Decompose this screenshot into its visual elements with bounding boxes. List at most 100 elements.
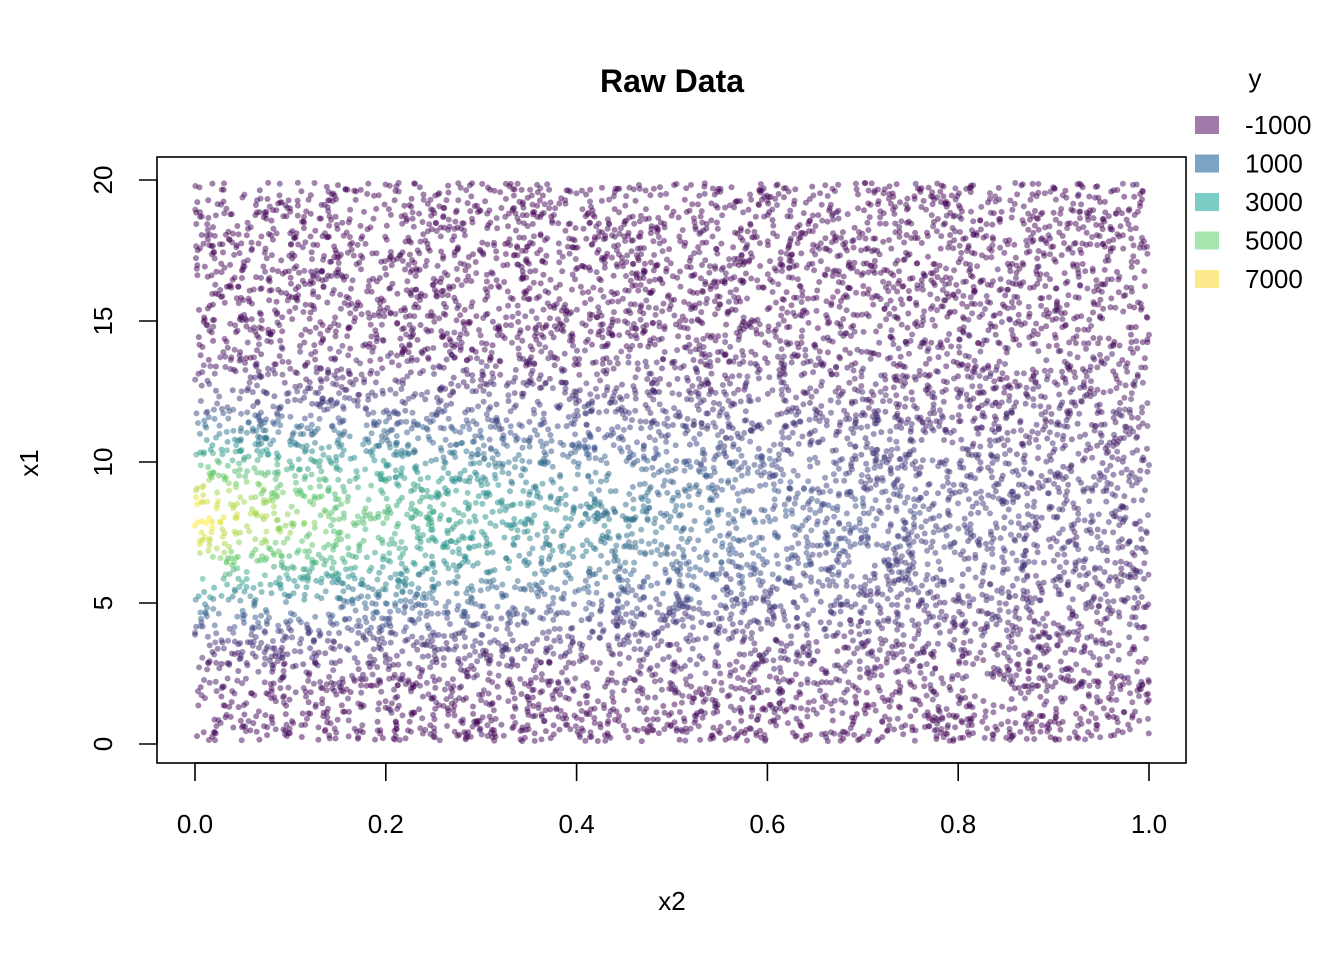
- data-point: [651, 630, 658, 637]
- data-point: [294, 583, 300, 590]
- data-point: [683, 681, 690, 688]
- data-point: [192, 376, 199, 383]
- data-point: [555, 713, 562, 720]
- data-point: [980, 234, 987, 241]
- data-point: [1083, 229, 1090, 236]
- data-point: [403, 215, 410, 222]
- data-point: [365, 411, 372, 418]
- data-point: [513, 402, 519, 409]
- data-point: [871, 562, 878, 569]
- data-point: [263, 499, 270, 506]
- data-point: [870, 235, 877, 242]
- data-point: [969, 310, 976, 317]
- data-point: [365, 283, 372, 290]
- data-point: [766, 673, 773, 680]
- data-point: [579, 553, 586, 560]
- data-point: [980, 698, 987, 704]
- data-point: [526, 443, 533, 450]
- data-point: [1114, 719, 1121, 726]
- data-point: [1135, 299, 1142, 306]
- data-point: [515, 310, 522, 317]
- data-point: [1033, 320, 1040, 327]
- data-point: [1074, 420, 1081, 427]
- data-point: [1020, 370, 1027, 377]
- data-point: [197, 352, 204, 359]
- data-point: [223, 447, 230, 454]
- data-point: [730, 244, 737, 251]
- data-point: [994, 266, 1001, 273]
- data-point: [283, 634, 290, 641]
- data-point: [489, 549, 496, 556]
- data-point: [818, 403, 825, 409]
- data-point: [943, 265, 949, 272]
- data-point: [652, 311, 659, 318]
- data-point: [938, 675, 945, 682]
- data-point: [642, 206, 649, 213]
- data-point: [740, 209, 747, 216]
- data-point: [1008, 696, 1015, 703]
- data-point: [568, 625, 574, 632]
- data-point: [1120, 245, 1127, 252]
- data-point: [210, 406, 217, 413]
- data-point: [547, 276, 554, 283]
- data-point: [706, 269, 713, 276]
- data-point: [1075, 273, 1082, 280]
- data-point: [853, 289, 860, 296]
- data-point: [277, 337, 284, 344]
- data-point: [907, 428, 914, 435]
- data-point: [335, 182, 341, 189]
- data-point: [696, 599, 703, 606]
- data-point: [632, 197, 639, 204]
- data-point: [887, 586, 894, 593]
- data-point: [362, 240, 369, 247]
- data-point: [919, 286, 926, 293]
- data-point: [1002, 600, 1009, 607]
- data-point: [982, 713, 989, 720]
- data-point: [378, 321, 385, 328]
- data-point: [1105, 238, 1112, 245]
- data-point: [656, 601, 663, 608]
- data-point: [193, 255, 199, 262]
- data-point: [888, 446, 895, 453]
- data-point: [647, 665, 654, 671]
- data-point: [559, 609, 566, 616]
- data-point: [857, 539, 864, 546]
- data-point: [672, 364, 679, 371]
- data-point: [1013, 275, 1019, 281]
- data-point: [221, 549, 228, 556]
- data-point: [287, 365, 294, 372]
- data-point: [262, 712, 269, 719]
- data-point: [755, 396, 762, 403]
- data-point: [867, 355, 874, 362]
- data-point: [935, 621, 942, 628]
- data-point: [652, 529, 659, 536]
- data-point: [1117, 686, 1124, 693]
- data-point: [474, 355, 480, 362]
- data-point: [664, 489, 671, 496]
- data-point: [1028, 634, 1035, 641]
- data-point: [1097, 351, 1103, 358]
- data-point: [1041, 559, 1047, 566]
- data-point: [829, 528, 836, 534]
- data-point: [775, 191, 782, 197]
- data-point: [650, 185, 657, 192]
- data-point: [258, 513, 265, 520]
- data-point: [272, 726, 279, 733]
- data-point: [794, 276, 801, 283]
- data-point: [509, 637, 516, 644]
- data-point: [378, 688, 385, 695]
- data-point: [278, 257, 285, 264]
- data-point: [843, 578, 850, 584]
- data-point: [823, 566, 830, 572]
- data-point: [792, 532, 799, 538]
- data-point: [1100, 389, 1107, 396]
- data-point: [413, 639, 420, 646]
- data-point: [744, 737, 751, 744]
- data-point: [1043, 610, 1050, 617]
- data-point: [1052, 196, 1059, 203]
- data-point: [430, 364, 437, 371]
- data-point: [1012, 254, 1019, 261]
- data-point: [1109, 684, 1116, 691]
- data-point: [904, 586, 911, 593]
- data-point: [407, 505, 414, 512]
